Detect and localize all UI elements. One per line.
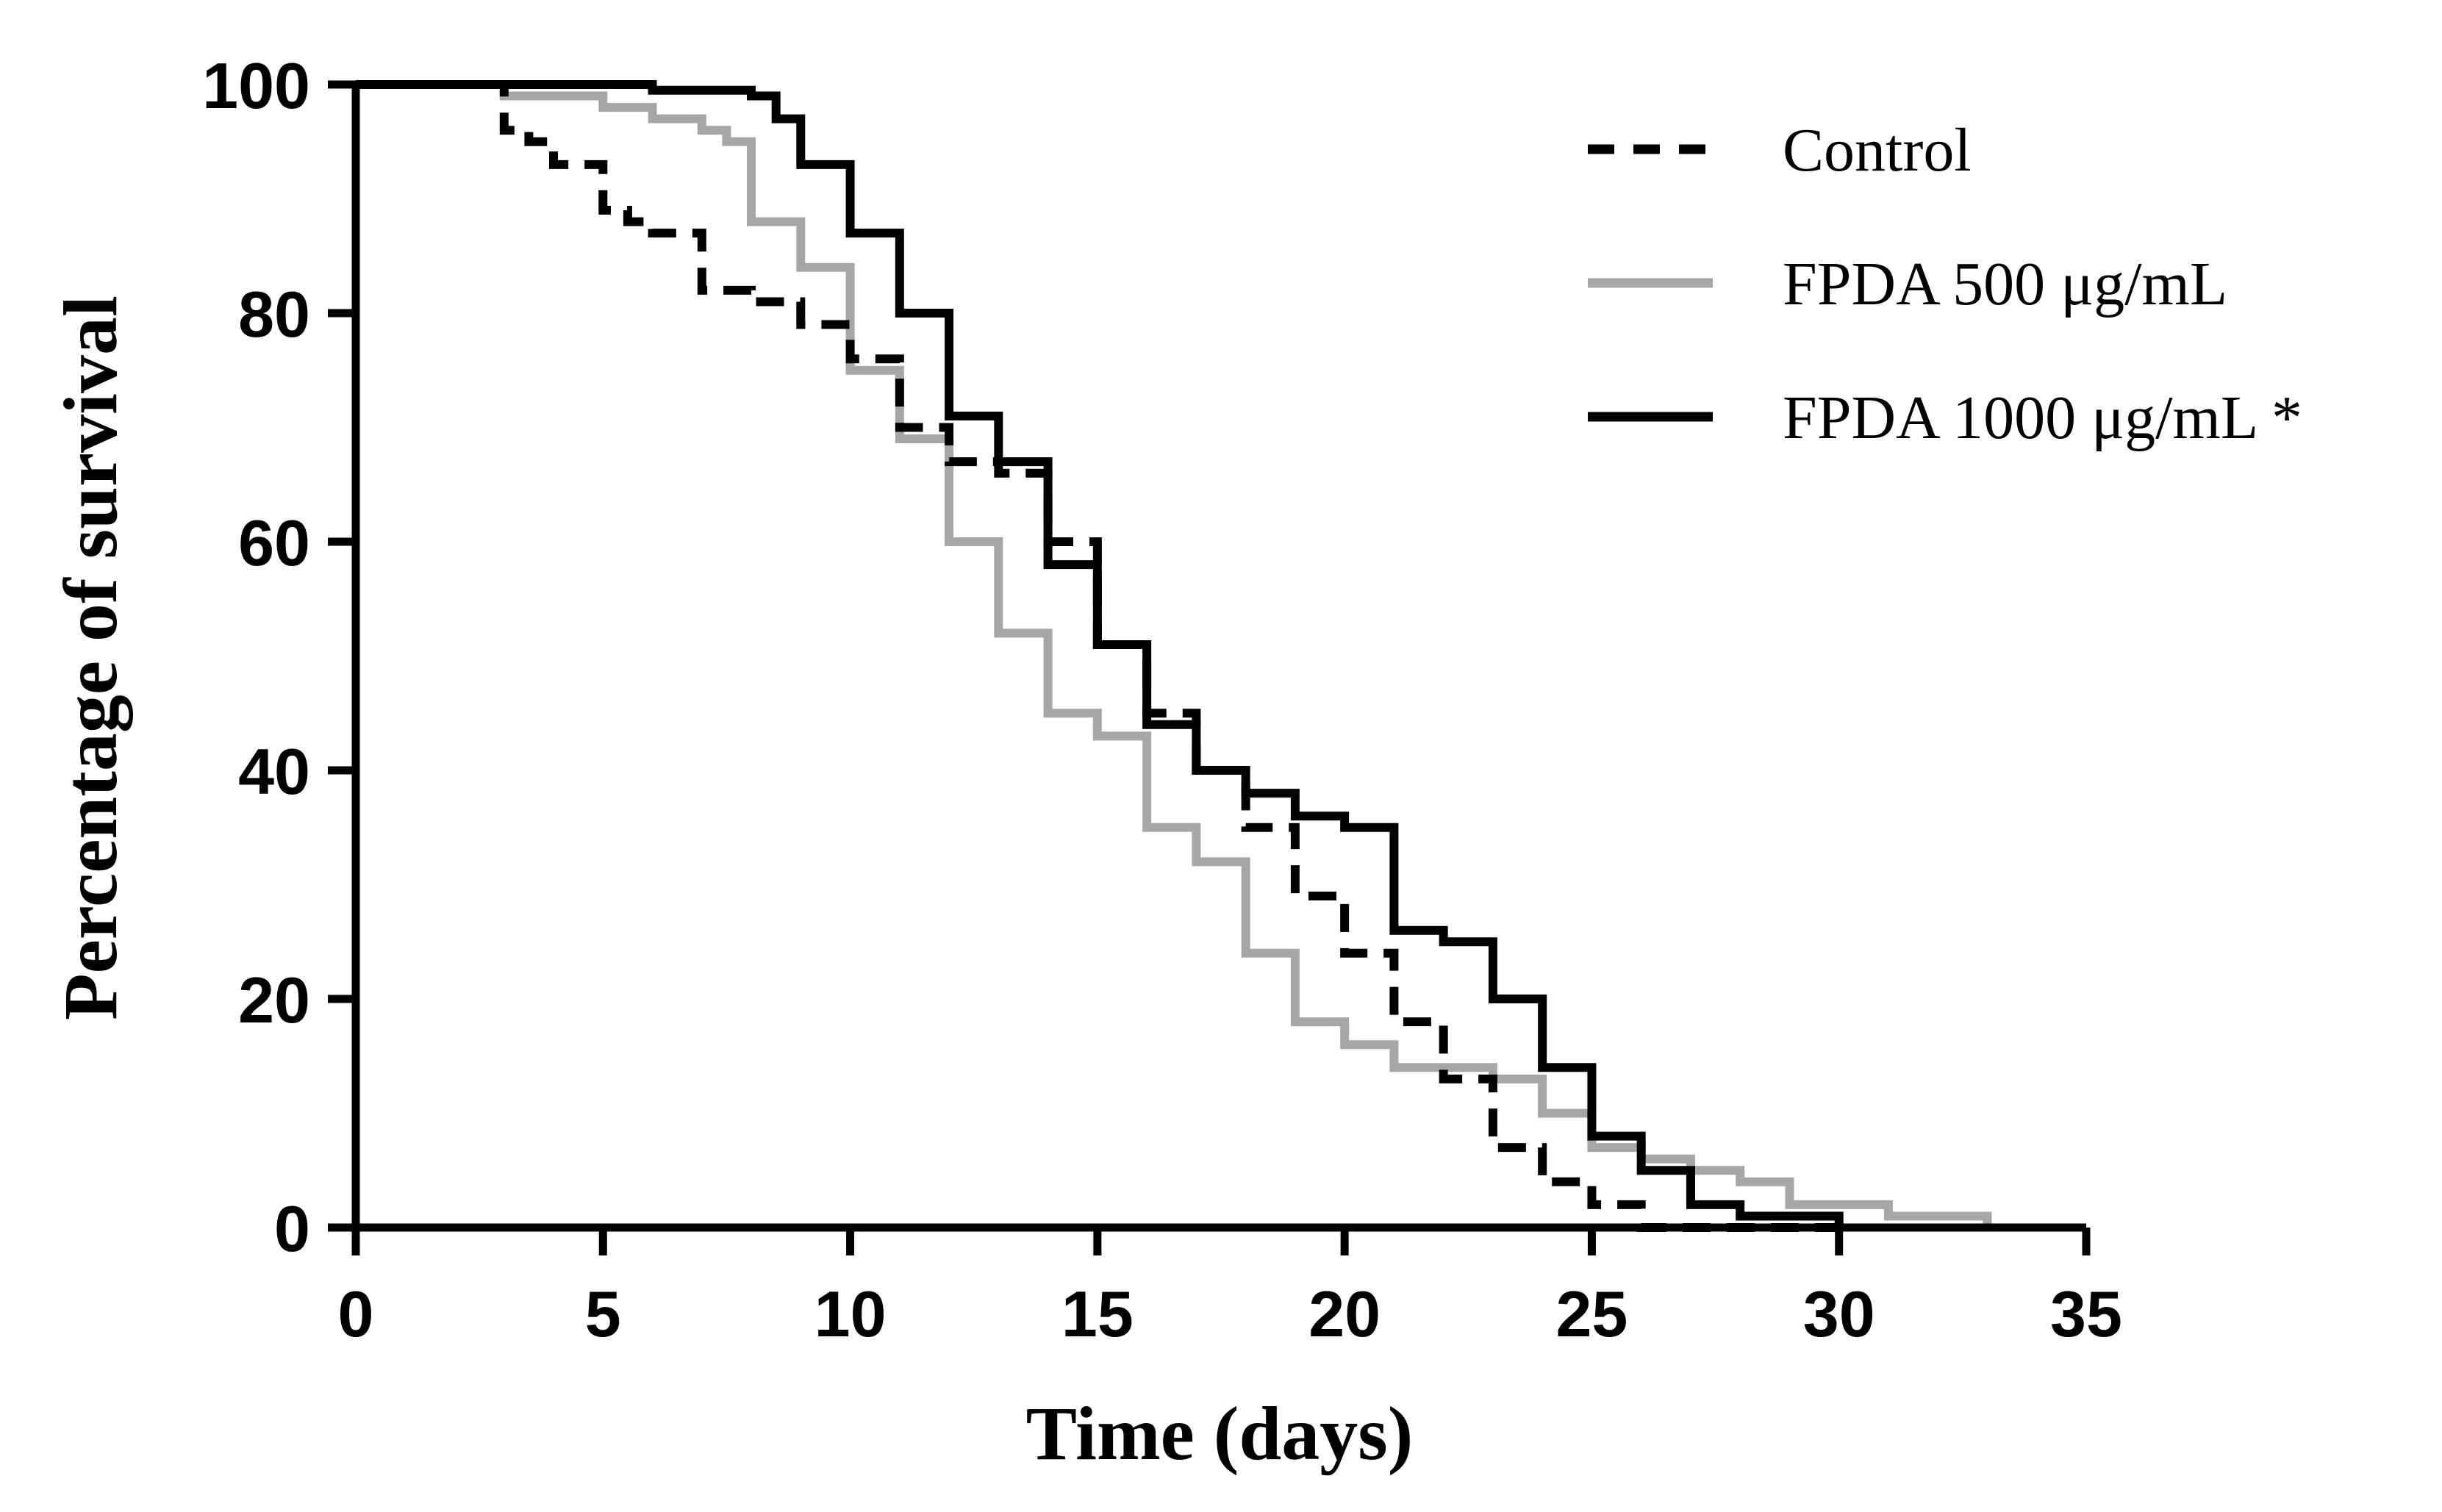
- axes-layer: [351, 85, 2086, 1232]
- y-tick-label-0: 0: [274, 1192, 310, 1265]
- series-layer: [356, 80, 1992, 1232]
- legend-label-fpda-1000: FPDA 1000 μg/mL *: [1783, 384, 2302, 452]
- legend-label-fpda-500: FPDA 500 μg/mL: [1783, 250, 2227, 318]
- x-tick-label-10: 10: [814, 1278, 887, 1350]
- x-axis-title: Time (days): [1026, 1391, 1414, 1476]
- x-tick-label-30: 30: [1803, 1278, 1875, 1350]
- y-tick-label-80: 80: [238, 278, 310, 351]
- x-tick-label-15: 15: [1061, 1278, 1134, 1350]
- series-line-fpda-500: [356, 80, 1992, 1228]
- ticks-layer: 0 5 10 15 20 25 30 35 0 20 40 60 80 100: [202, 49, 2122, 1350]
- x-tick-label-35: 35: [2050, 1278, 2122, 1350]
- series-line-control: [356, 80, 1839, 1232]
- y-tick-label-20: 20: [238, 964, 310, 1036]
- y-tick-label-60: 60: [238, 506, 310, 579]
- x-tick-label-0: 0: [338, 1278, 374, 1350]
- y-axis-title: Percentage of survival: [49, 295, 133, 1020]
- x-tick-label-20: 20: [1308, 1278, 1381, 1350]
- x-tick-label-5: 5: [585, 1278, 621, 1350]
- y-tick-label-40: 40: [238, 735, 310, 808]
- series-line-fpda-1000: [356, 80, 1844, 1228]
- legend-label-control: Control: [1783, 116, 1972, 184]
- legend: Control FPDA 500 μg/mL FPDA 1000 μg/mL *: [1588, 116, 2302, 452]
- y-tick-label-100: 100: [202, 49, 310, 122]
- x-tick-label-25: 25: [1555, 1278, 1628, 1350]
